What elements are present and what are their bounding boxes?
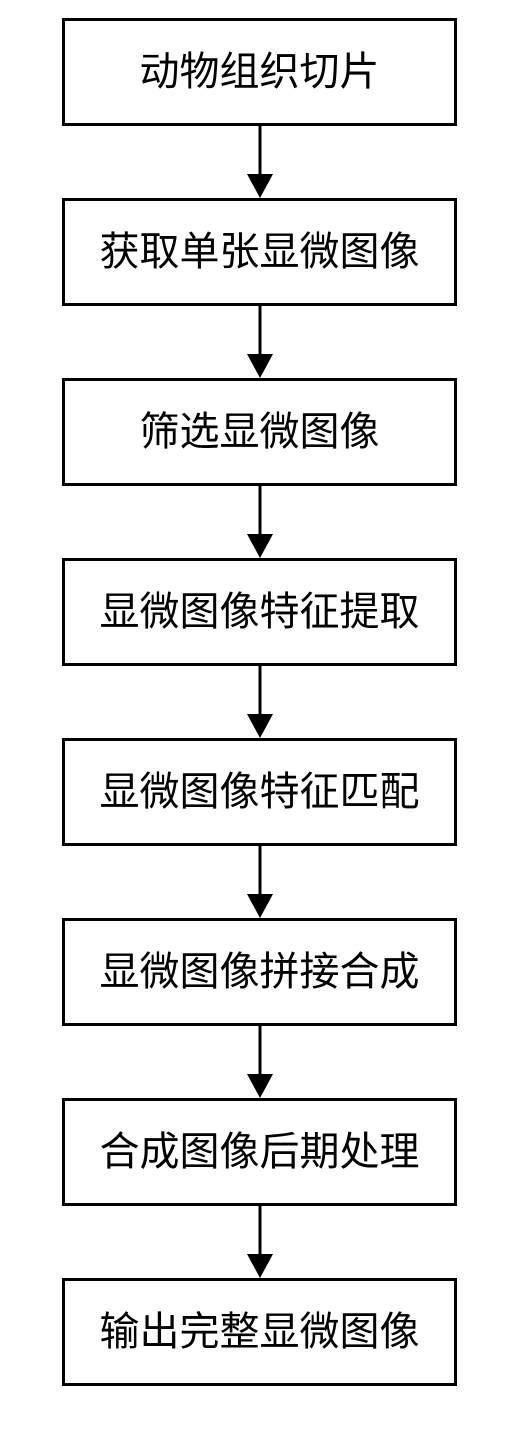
- flow-node-5: 显微图像特征匹配: [62, 738, 457, 846]
- flow-node-2-label: 获取单张显微图像: [100, 232, 420, 272]
- flow-node-4-label: 显微图像特征提取: [100, 592, 420, 632]
- flow-node-4: 显微图像特征提取: [62, 558, 457, 666]
- flow-arrow-6: [0, 1026, 519, 1098]
- flow-arrow-7: [0, 1206, 519, 1278]
- flow-node-6: 显微图像拼接合成: [62, 918, 457, 1026]
- flow-arrow-5: [0, 846, 519, 918]
- flow-node-8: 输出完整显微图像: [62, 1278, 457, 1386]
- flow-node-6-label: 显微图像拼接合成: [100, 952, 420, 992]
- flow-node-1-label: 动物组织切片: [140, 52, 380, 92]
- flow-node-2: 获取单张显微图像: [62, 198, 457, 306]
- flow-arrow-3: [0, 486, 519, 558]
- flow-node-3-label: 筛选显微图像: [140, 412, 380, 452]
- flow-node-7-label: 合成图像后期处理: [100, 1132, 420, 1172]
- flow-node-7: 合成图像后期处理: [62, 1098, 457, 1206]
- flow-arrow-2: [0, 306, 519, 378]
- flow-arrow-4: [0, 666, 519, 738]
- flow-node-8-label: 输出完整显微图像: [100, 1312, 420, 1352]
- flow-node-5-label: 显微图像特征匹配: [100, 772, 420, 812]
- flow-arrow-1: [0, 126, 519, 198]
- flow-node-3: 筛选显微图像: [62, 378, 457, 486]
- flow-node-1: 动物组织切片: [62, 18, 457, 126]
- flowchart-canvas: 动物组织切片 获取单张显微图像 筛选显微图像 显微图像特征提取 显微图像特征匹配…: [0, 0, 519, 1455]
